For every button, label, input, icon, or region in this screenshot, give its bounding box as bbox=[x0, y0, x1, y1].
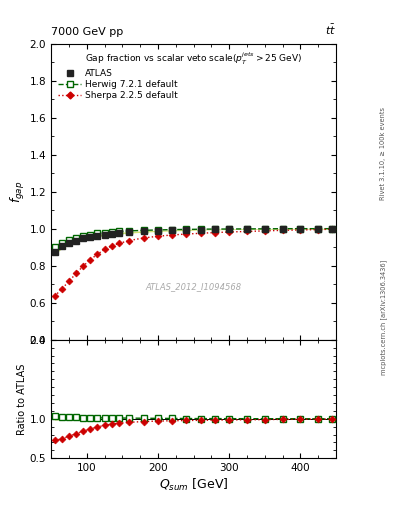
Text: ATLAS_2012_I1094568: ATLAS_2012_I1094568 bbox=[145, 282, 242, 291]
Y-axis label: $f_{gap}$: $f_{gap}$ bbox=[9, 180, 27, 203]
Text: Gap fraction vs scalar veto scale($p_T^{jets}>$25 GeV): Gap fraction vs scalar veto scale($p_T^{… bbox=[85, 51, 302, 67]
Text: 7000 GeV pp: 7000 GeV pp bbox=[51, 27, 123, 37]
Y-axis label: Ratio to ATLAS: Ratio to ATLAS bbox=[17, 364, 27, 435]
Text: $t\bar{t}$: $t\bar{t}$ bbox=[325, 23, 336, 37]
X-axis label: $Q_{sum}$ [GeV]: $Q_{sum}$ [GeV] bbox=[159, 477, 228, 494]
Text: Rivet 3.1.10, ≥ 100k events: Rivet 3.1.10, ≥ 100k events bbox=[380, 107, 386, 200]
Legend: ATLAS, Herwig 7.2.1 default, Sherpa 2.2.5 default: ATLAS, Herwig 7.2.1 default, Sherpa 2.2.… bbox=[59, 69, 177, 100]
Text: mcplots.cern.ch [arXiv:1306.3436]: mcplots.cern.ch [arXiv:1306.3436] bbox=[380, 260, 387, 375]
